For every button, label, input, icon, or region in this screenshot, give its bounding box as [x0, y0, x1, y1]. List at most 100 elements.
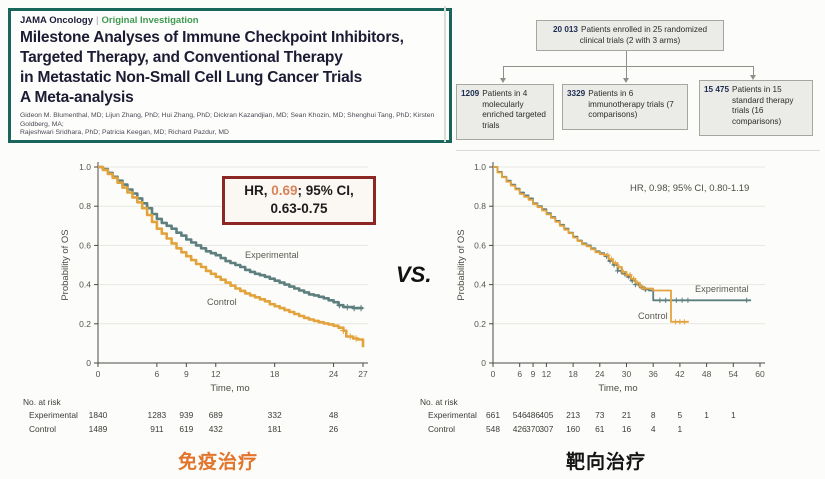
risk-value: 16: [621, 424, 632, 434]
y-tick-label: 0.6: [474, 240, 486, 250]
connector-stem-left: [503, 66, 504, 78]
vertical-divider: [444, 6, 446, 142]
risk-value: 486: [526, 410, 541, 420]
y-tick-label: 0: [481, 358, 486, 368]
title-line-3: in Metastatic Non-Small Cell Lung Cancer…: [20, 69, 363, 86]
risk-value: 73: [595, 410, 605, 420]
authors-line-1: Gideon M. Blumenthal, MD; Lijun Zhang, P…: [20, 112, 435, 128]
risk-value: 181: [267, 424, 282, 434]
x-tick-label: 36: [648, 369, 658, 379]
flow-standard-count: 15 475: [704, 85, 730, 94]
authors-line-2: Rajeshwari Sridhara, PhD; Patricia Keega…: [20, 129, 229, 136]
flow-box-standard: 15 475 Patients in 15 standard therapy tr…: [699, 80, 813, 136]
risk-row-label: Experimental: [29, 410, 78, 420]
title-line-2: Targeted Therapy, and Conventional Thera…: [20, 49, 343, 66]
y-tick-label: 1.0: [79, 162, 91, 172]
flow-box-targeted: 1209 Patients in 4 molecularly enriched t…: [456, 84, 554, 140]
connector-stem-middle: [626, 66, 627, 78]
right-panel-top-rule: [456, 150, 820, 151]
risk-value: 160: [566, 424, 581, 434]
series-label: Control: [638, 311, 668, 321]
flow-targeted-text: Patients in 4 molecularly enriched targe…: [482, 89, 546, 130]
risk-value: 911: [150, 424, 164, 434]
arrowhead-right-icon: [750, 75, 756, 80]
risk-value: 21: [621, 410, 632, 420]
y-tick-label: 0.4: [79, 280, 91, 290]
hr-prefix: HR,: [244, 183, 272, 198]
flow-box-immunotherapy: 3329 Patients in 6 immunotherapy trials (…: [562, 84, 688, 130]
risk-value: 213: [566, 410, 581, 420]
y-tick-label: 0.2: [79, 319, 91, 329]
risk-value: 689: [208, 410, 223, 420]
author-list: Gideon M. Blumenthal, MD; Lijun Zhang, P…: [20, 112, 440, 138]
risk-row-label: Experimental: [428, 410, 477, 420]
risk-value: 939: [179, 410, 194, 420]
risk-row-label: Control: [29, 424, 56, 434]
arrowhead-middle-icon: [623, 78, 629, 83]
risk-value: 370: [526, 424, 541, 434]
vs-label: VS.: [396, 262, 432, 287]
section-label: Original Investigation: [101, 15, 199, 26]
paper-title-box: JAMA Oncology | Original Investigation Mil…: [8, 8, 452, 143]
hazard-ratio-text-right: HR, 0.98; 95% CI, 0.80-1.19: [630, 183, 750, 194]
flow-immunotherapy-count: 3329: [567, 89, 586, 98]
x-tick-label: 6: [517, 369, 522, 379]
risk-value: 5: [677, 410, 683, 420]
x-tick-label: 24: [329, 369, 339, 379]
risk-value: 48: [328, 410, 339, 420]
flow-enrolled-count: 20 013: [552, 25, 578, 34]
hazard-ratio-box-left: HR, 0.69; 95% CI, 0.63-0.75: [222, 176, 376, 225]
x-tick-label: 6: [155, 369, 160, 379]
x-tick-label: 54: [729, 369, 739, 379]
y-axis-title: Probability of OS: [456, 229, 467, 300]
y-tick-label: 0.2: [474, 319, 486, 329]
risk-value: 4: [650, 424, 656, 434]
risk-table-header: No. at risk: [420, 397, 458, 407]
risk-value: 1840: [88, 410, 108, 420]
risk-value: 1: [704, 410, 709, 420]
header-separator: |: [96, 15, 99, 26]
y-axis-title: Probability of OS: [60, 229, 71, 300]
flow-immunotherapy-text: Patients in 6 immunotherapy trials (7 co…: [588, 89, 674, 119]
x-tick-label: 42: [675, 369, 685, 379]
y-tick-label: 0.8: [79, 201, 91, 211]
connector-stem-right: [753, 66, 754, 75]
x-tick-label: 12: [542, 369, 552, 379]
y-tick-label: 0.4: [474, 280, 486, 290]
x-tick-label: 12: [211, 369, 221, 379]
caption-immunotherapy: 免疫治疗: [178, 452, 259, 473]
x-tick-label: 0: [96, 369, 101, 379]
arrowhead-left-icon: [500, 78, 506, 83]
x-tick-label: 27: [358, 369, 368, 379]
connector-horizontal-bar: [503, 66, 753, 67]
y-tick-label: 0.6: [79, 240, 91, 250]
x-tick-label: 9: [184, 369, 189, 379]
series-label: Experimental: [695, 284, 749, 294]
x-tick-label: 18: [568, 369, 578, 379]
flow-targeted-count: 1209: [461, 89, 480, 98]
flow-standard-text: Patients in 15 standard therapy trials (…: [732, 85, 794, 126]
x-tick-label: 60: [755, 369, 765, 379]
risk-value: 405: [539, 410, 554, 420]
risk-value: 1283: [147, 410, 167, 420]
risk-value: 307: [539, 424, 554, 434]
x-tick-label: 9: [531, 369, 536, 379]
risk-value: 432: [208, 424, 223, 434]
y-tick-label: 0.8: [474, 201, 486, 211]
title-line-4: A Meta-analysis: [20, 89, 134, 106]
risk-value: 1: [730, 410, 736, 420]
series-label: Control: [207, 297, 237, 307]
paper-header: JAMA Oncology | Original Investigation: [20, 15, 440, 26]
risk-value: 546: [512, 410, 527, 420]
journal-name: JAMA Oncology: [20, 15, 94, 26]
connector-stem-root: [626, 51, 627, 66]
risk-value: 332: [267, 410, 282, 420]
x-tick-label: 0: [491, 369, 496, 379]
risk-value: 1489: [88, 424, 108, 434]
x-tick-label: 48: [702, 369, 712, 379]
x-axis-title: Time, mo: [598, 383, 637, 394]
risk-value: 26: [328, 424, 339, 434]
paper-title: Milestone Analyses of Immune Checkpoint …: [20, 28, 440, 108]
risk-value: 548: [486, 424, 500, 434]
